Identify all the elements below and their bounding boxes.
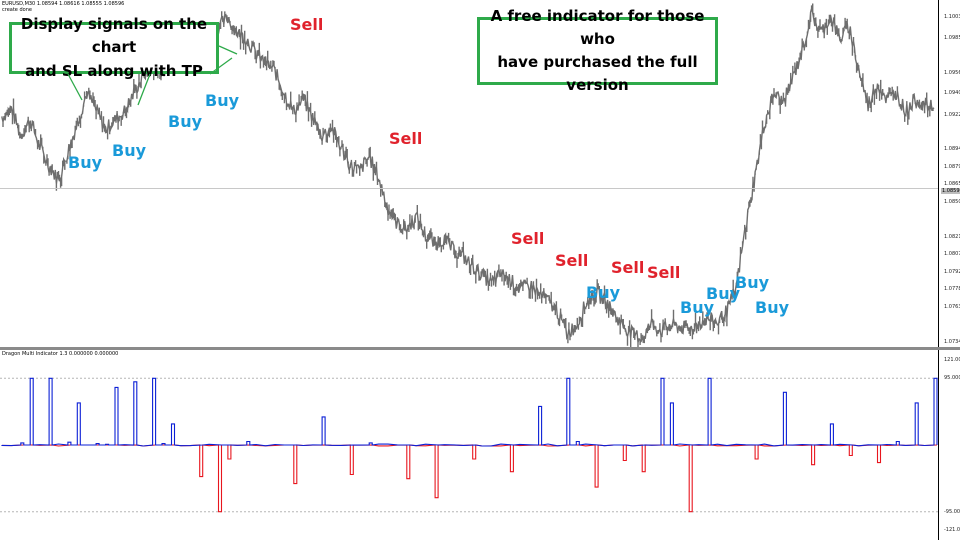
sell-signal-5: Sell (611, 258, 645, 277)
price-tick-label: 1.09400 (944, 90, 960, 97)
indicator-info: Dragon Multi Indicator 1.3 0.000000 0.00… (2, 351, 119, 357)
price-tick-label: 1.09855 (944, 35, 960, 42)
buy-signal-7: Buy (706, 284, 741, 303)
indicator-positive-line (1, 377, 938, 447)
price-tick-label: 1.09565 (944, 70, 960, 77)
script-label: create done (2, 7, 32, 13)
price-tick-label: 1.09220 (944, 112, 960, 119)
free-callout-line1: A free indicator for those who (490, 6, 705, 48)
price-tick-label: 1.10030 (944, 13, 960, 20)
price-tick-label: 1.07635 (944, 304, 960, 311)
price-axis-border (938, 0, 939, 347)
buy-signal-1: Buy (68, 153, 103, 172)
price-tick-label: 1.07345 (944, 339, 960, 346)
sell-signal-2: Sell (389, 129, 423, 148)
buy-signal-8: Buy (735, 273, 770, 292)
buy-signal-3: Buy (168, 112, 203, 131)
symbol-info: EURUSD,M30 1.08594 1.08616 1.08555 1.085… (2, 1, 125, 7)
sell-signal-6: Sell (647, 263, 681, 282)
price-tick-label: 1.08940 (944, 145, 960, 152)
price-tick-label: 1.08795 (944, 163, 960, 170)
buy-signal-5: Buy (586, 283, 621, 302)
pane-separator[interactable] (0, 347, 960, 350)
price-tick-label: 1.07780 (944, 286, 960, 293)
buy-signal-9: Buy (755, 298, 790, 317)
sell-signal-1: Sell (290, 15, 324, 34)
signals-callout-line2: and SL along with TP (25, 61, 203, 80)
buy-signal-4: Buy (205, 91, 240, 110)
indicator-chart[interactable] (0, 350, 938, 540)
price-tick-label: 1.07925 (944, 268, 960, 275)
indicator-tick-label: -121.0000 (944, 527, 960, 533)
buy-signal-2: Buy (112, 141, 147, 160)
price-tick-label: 1.08070 (944, 251, 960, 258)
signals-callout-line1: Display signals on the chart (20, 15, 208, 57)
free-callout-line2: have purchased the full version (497, 53, 698, 95)
current-price-label: 1.08596 (941, 187, 960, 194)
indicator-tick-label: 95.0000 (944, 375, 960, 382)
free-indicator-callout: A free indicator for those who have purc… (477, 7, 718, 94)
price-tick-label: 1.08215 (944, 233, 960, 240)
buy-signal-6: Buy (680, 298, 715, 317)
signals-callout: Display signals on the chart and SL alon… (9, 15, 219, 80)
indicator-tick-label: -95.0000 (944, 508, 960, 515)
sell-signal-4: Sell (555, 251, 589, 270)
price-tick-label: 1.08505 (944, 198, 960, 205)
current-price-line (0, 188, 938, 189)
indicator-negative-line (1, 444, 938, 513)
callout-pointers (67, 45, 238, 106)
sell-signal-3: Sell (511, 229, 545, 248)
indicator-tick-label: 121.0000 (944, 357, 960, 363)
indicator-axis-border (938, 350, 939, 540)
price-tick-label: 1.08650 (944, 181, 960, 188)
